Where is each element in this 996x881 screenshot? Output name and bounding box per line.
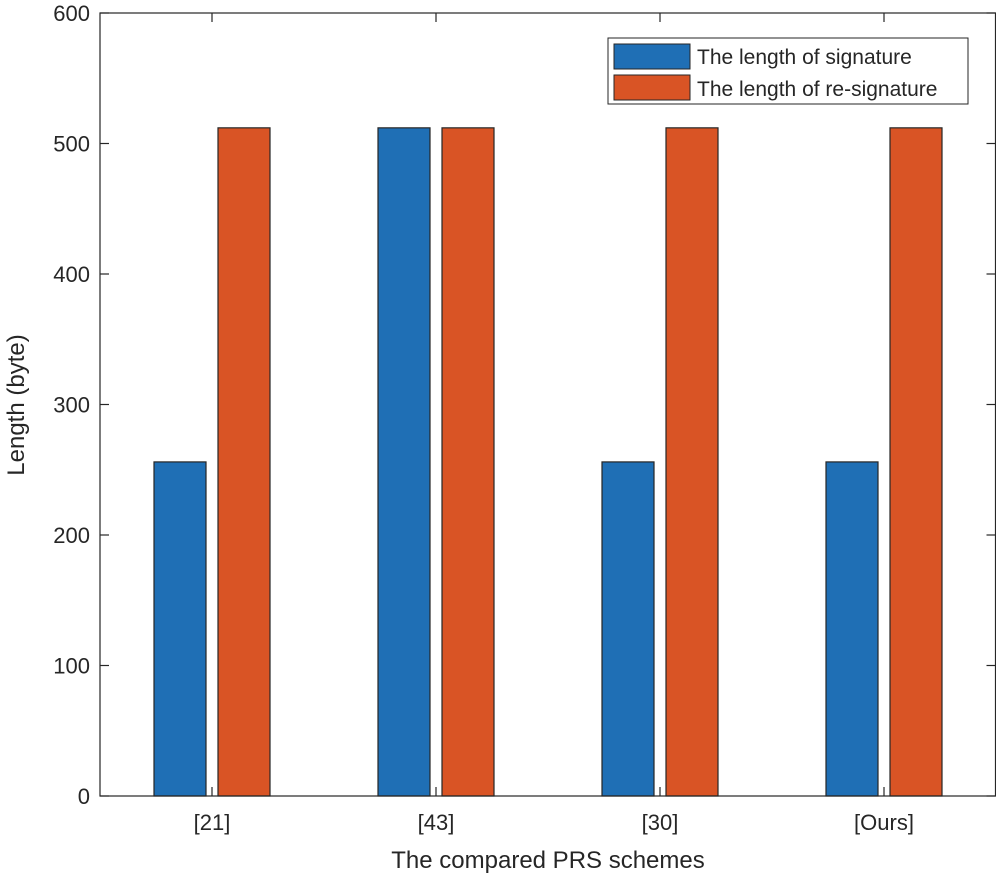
bar-re-signature-3 [889,127,943,797]
x-axis-title: The compared PRS schemes [391,847,704,874]
legend: The length of signature The length of re… [607,37,969,105]
y-tick-label: 100 [53,654,90,679]
y-tick-label: 500 [53,132,90,157]
bar-signature-0 [153,461,207,797]
legend-swatch-re-signature [613,74,691,101]
x-tick-label: [43] [418,810,455,835]
y-tick-label: 300 [53,393,90,418]
legend-label-signature: The length of signature [697,46,912,69]
ticks-layer: 0 100 200 300 400 500 600 [21] [43] [30] [Ours] [53,1,996,835]
x-tick-label: [Ours] [854,810,914,835]
x-tick-label: [30] [642,810,679,835]
y-tick-label: 200 [53,523,90,548]
bar-re-signature-2 [665,127,719,797]
bar-signature-1 [377,127,431,797]
bar-signature-2 [601,461,655,797]
y-tick-label: 600 [53,1,90,26]
bar-signature-3 [825,461,879,797]
x-tick-label: [21] [194,810,231,835]
y-axis-title: Length (byte) [3,334,30,475]
y-tick-label: 0 [78,784,90,809]
legend-swatch-signature [613,43,691,70]
bar-re-signature-1 [441,127,495,797]
bar-re-signature-0 [217,127,271,797]
y-tick-label: 400 [53,262,90,287]
bars-layer [153,127,943,797]
legend-label-re-signature: The length of re-signature [697,78,937,101]
